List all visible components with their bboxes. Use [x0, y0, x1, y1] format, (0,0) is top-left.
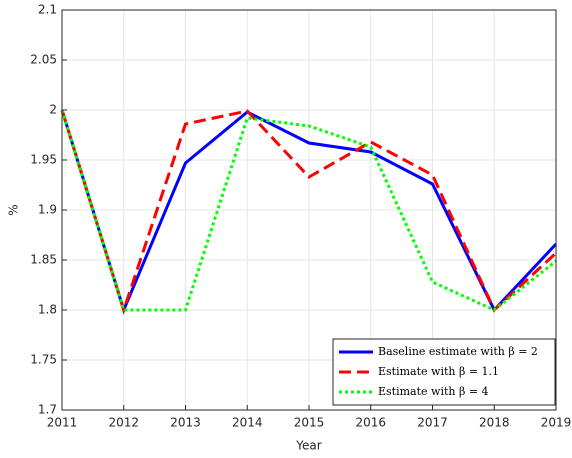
x-tick-label: 2014	[232, 416, 263, 430]
series-line	[60, 109, 558, 315]
series-line	[60, 109, 557, 312]
x-tick-label: 2019	[541, 416, 572, 430]
y-tick-label: 1.75	[30, 353, 57, 367]
legend-box	[332, 338, 556, 406]
y-tick-label: 2	[49, 103, 57, 117]
lines	[60, 109, 558, 315]
x-axis-label: Year	[295, 439, 321, 453]
x-tick-label: 2013	[170, 416, 201, 430]
legend-label: Baseline estimate with β = 2	[378, 345, 538, 358]
y-tick-label: 1.9	[38, 203, 57, 217]
y-tick-label: 1.7	[38, 403, 57, 417]
x-tick-label: 2016	[355, 416, 386, 430]
y-tick-label: 2.05	[30, 53, 57, 67]
legend-label: Estimate with β = 1.1	[378, 365, 499, 378]
x-tick-label: 2017	[417, 416, 448, 430]
y-tick-label: 1.8	[38, 303, 57, 317]
y-tick-label: 1.95	[30, 153, 57, 167]
y-axis-label: %	[7, 204, 21, 215]
x-tick-label: 2011	[47, 416, 78, 430]
ticks: 1.7 1.75 1.8 1.85 1.9 1.95 2 2.05 2.1 2011 2012 201…	[30, 3, 571, 430]
x-tick-label: 2015	[294, 416, 325, 430]
x-tick-label: 2012	[108, 416, 139, 430]
y-tick-label: 2.1	[38, 3, 57, 17]
y-tick-label: 1.85	[30, 253, 57, 267]
legend: Baseline estimate with β = 2 Estimate wit…	[332, 338, 556, 406]
legend-label: Estimate with β = 4	[378, 385, 489, 398]
x-tick-label: 2018	[479, 416, 510, 430]
